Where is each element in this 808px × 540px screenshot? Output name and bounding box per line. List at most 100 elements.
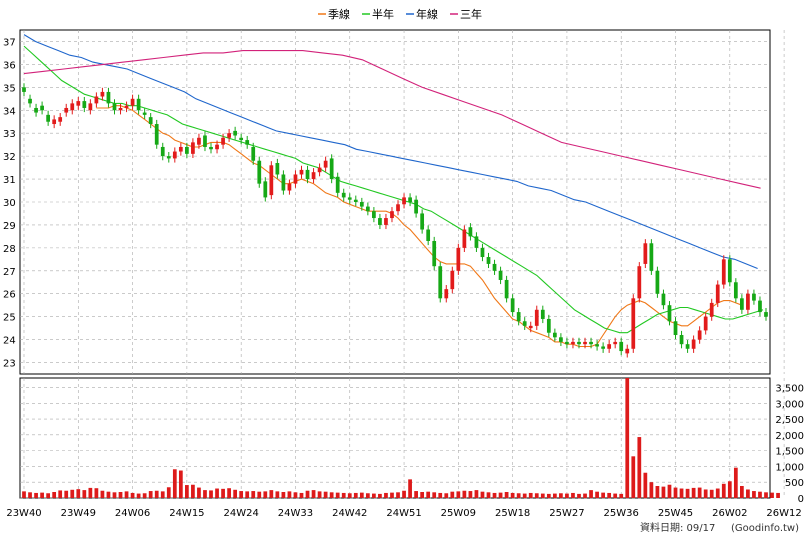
volume-bar-76 (480, 491, 485, 498)
candle-body-103 (643, 243, 648, 264)
volume-bar-0 (22, 491, 26, 498)
price-tick-4: 27 (3, 267, 16, 278)
volume-bar-80 (504, 492, 509, 498)
price-axis: 23 24 25 26 27 28 29 30 31 32 33 34 35 36 37 (3, 37, 16, 369)
candle-body-104 (649, 243, 654, 271)
x-axis: 23W40 23W49 24W06 24W15 24W24 24W33 24W42 24W51… (6, 508, 801, 519)
x-tick-9: 25W18 (495, 508, 530, 519)
volume-bar-97 (607, 492, 612, 498)
volume-bar-84 (528, 492, 533, 498)
volume-tick-0: 0 (798, 494, 804, 505)
candle-body-57 (365, 206, 370, 212)
x-tick-5: 24W33 (278, 508, 313, 519)
candle-body-123 (764, 312, 768, 317)
candle-body-32 (215, 144, 219, 150)
candle-body-17 (124, 105, 129, 108)
candle-body-74 (468, 227, 473, 237)
volume-bar-19 (136, 493, 141, 498)
volume-bar-117 (727, 481, 732, 498)
candle-body-60 (384, 218, 388, 225)
candle-body-120 (746, 293, 750, 310)
candle-body-66 (420, 213, 425, 230)
candle-body-83 (522, 321, 527, 326)
candle-body-95 (595, 344, 599, 347)
candle-body-21 (148, 117, 153, 125)
volume-bar-24 (166, 487, 171, 498)
volume-bar-50 (323, 491, 328, 498)
volume-bar-110 (685, 488, 690, 498)
candle-body-122 (758, 300, 762, 313)
candle-body-43 (281, 174, 286, 191)
volume-bar-81 (510, 492, 515, 498)
volume-bar-63 (402, 490, 406, 498)
volume-bar-34 (227, 488, 231, 498)
x-tick-0: 23W40 (6, 508, 41, 519)
price-tick-11: 34 (3, 106, 16, 117)
price-tick-1: 24 (3, 336, 16, 347)
price-tick-2: 25 (3, 313, 16, 324)
candle-body-119 (739, 298, 744, 310)
candle-body-25 (172, 151, 177, 159)
volume-bar-103 (643, 472, 648, 498)
candle-body-110 (685, 344, 690, 349)
volume-bar-75 (474, 490, 479, 498)
candle-body-29 (197, 137, 201, 145)
candle-body-97 (607, 344, 612, 349)
volume-bar-23 (160, 491, 165, 498)
candle-body-39 (257, 160, 262, 184)
candle-body-38 (251, 146, 256, 161)
volume-bar-10 (82, 490, 87, 498)
candle-body-2 (34, 107, 38, 113)
candle-body-99 (619, 341, 624, 352)
volume-bar-43 (281, 492, 286, 498)
volume-bar-25 (172, 469, 177, 498)
volume-tick-2: 1,000 (775, 462, 804, 473)
candle-body-91 (571, 341, 575, 345)
volume-bar-71 (450, 491, 455, 498)
candle-body-0 (22, 87, 26, 92)
price-tick-3: 26 (3, 290, 16, 301)
candle-body-13 (100, 91, 105, 97)
volume-bar-66 (420, 492, 425, 498)
volume-bar-64 (408, 479, 412, 498)
price-tick-0: 23 (3, 359, 16, 370)
candle-body-22 (154, 124, 159, 145)
volume-bar-47 (305, 490, 310, 498)
volume-bar-56 (359, 492, 364, 498)
volume-bar-99 (619, 493, 624, 498)
volume-bar-33 (221, 488, 225, 498)
candle-body-16 (118, 107, 123, 111)
candle-body-113 (703, 316, 708, 331)
volume-bar-53 (341, 492, 346, 498)
x-tick-4: 24W24 (223, 508, 258, 519)
volume-bar-74 (468, 491, 473, 498)
volume-bar-48 (311, 490, 316, 498)
x-tick-6: 24W42 (332, 508, 367, 519)
volume-bar-86 (540, 493, 545, 498)
candle-body-19 (136, 98, 141, 111)
volume-bar-87 (546, 493, 551, 498)
volume-bar-37 (245, 491, 250, 498)
volume-bar-57 (365, 493, 370, 498)
volume-bar-62 (396, 492, 400, 498)
price-tick-6: 29 (3, 221, 16, 232)
volume-bar-115 (715, 488, 720, 498)
price-tick-12: 35 (3, 83, 16, 94)
price-tick-9: 32 (3, 152, 16, 163)
volume-bar-112 (697, 487, 702, 498)
x-tick-14: 26W12 (766, 508, 801, 519)
candle-body-11 (88, 103, 93, 111)
volume-tick-7: 3,500 (775, 383, 804, 394)
candle-body-41 (269, 165, 274, 196)
candlesticks (22, 83, 768, 358)
volume-bar-22 (154, 490, 159, 498)
volume-bar-116 (721, 483, 726, 498)
volume-bar-15 (112, 492, 117, 498)
volume-axis: 0 500 1,000 1,500 2,000 2,500 3,000 3,500 (775, 383, 804, 505)
volume-bar-31 (209, 490, 213, 498)
x-tick-1: 23W49 (61, 508, 96, 519)
volume-bar-14 (106, 491, 111, 498)
candle-body-85 (534, 309, 539, 326)
volume-bar-101 (631, 456, 636, 498)
volume-bar-96 (601, 492, 605, 498)
